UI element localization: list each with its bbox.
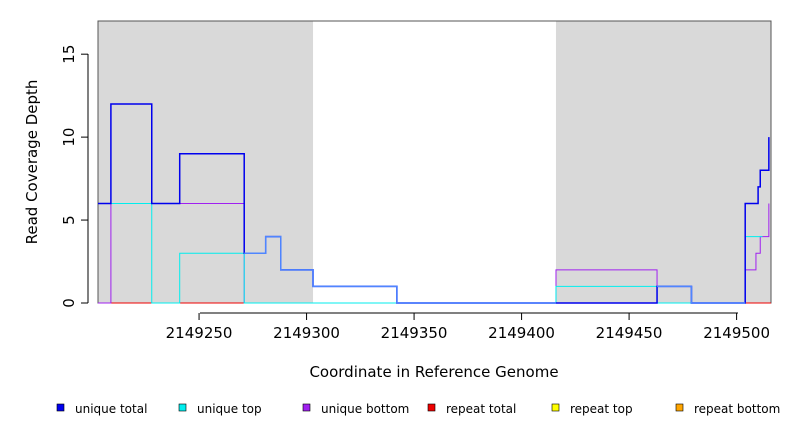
legend-swatch-unique-top <box>178 403 187 412</box>
x-tick-label: 2149500 <box>703 324 770 342</box>
legend-swatch-repeat-top <box>551 403 560 412</box>
legend-swatch-repeat-total <box>427 403 436 412</box>
y-tick-label: 0 <box>60 298 78 308</box>
legend-label-unique-total: unique total <box>75 402 147 416</box>
y-tick-label: 5 <box>60 215 78 225</box>
x-axis-title: Coordinate in Reference Genome <box>309 363 558 381</box>
overlay-segment-1 <box>244 235 556 304</box>
shaded-region-1 <box>98 21 314 303</box>
x-tick-label: 2149250 <box>166 324 233 342</box>
x-tick-label: 2149350 <box>381 324 448 342</box>
legend-swatch-repeat-bottom <box>675 403 684 412</box>
y-tick-label: 15 <box>60 45 78 64</box>
legend-swatch-unique-bottom <box>302 403 311 412</box>
overlay-segment-2 <box>657 285 746 304</box>
series-lines <box>98 103 771 304</box>
x-axis: 2149250 2149300 2149350 2149400 2149450 21495… <box>166 312 770 342</box>
y-tick-label: 10 <box>60 128 78 147</box>
legend-label-repeat-total: repeat total <box>446 402 516 416</box>
x-tick-label: 2149300 <box>273 324 340 342</box>
shaded-region-2 <box>555 21 771 303</box>
x-tick-label: 2149450 <box>596 324 663 342</box>
legend-swatch-unique-total <box>56 403 65 412</box>
shaded-regions <box>98 21 771 303</box>
legend: unique total unique top unique bottom repea… <box>56 402 780 416</box>
x-tick-label: 2149400 <box>488 324 555 342</box>
legend-label-unique-bottom: unique bottom <box>321 402 409 416</box>
y-axis-title: Read Coverage Depth <box>23 80 41 245</box>
legend-label-repeat-top: repeat top <box>570 402 633 416</box>
legend-label-repeat-bottom: repeat bottom <box>694 402 780 416</box>
y-axis: 0 5 10 15 <box>60 45 89 308</box>
legend-label-unique-top: unique top <box>197 402 262 416</box>
